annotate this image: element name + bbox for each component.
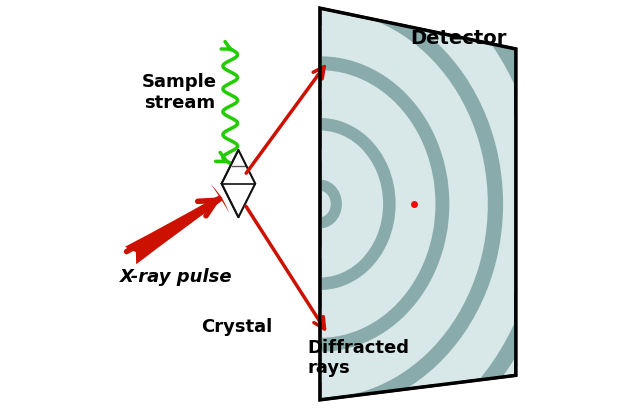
Text: Sample
stream: Sample stream (141, 73, 217, 112)
Text: X-ray pulse: X-ray pulse (120, 268, 233, 286)
Polygon shape (320, 8, 516, 400)
Text: Diffracted
rays: Diffracted rays (308, 339, 410, 377)
Text: Detector: Detector (410, 29, 506, 48)
Text: Crystal: Crystal (201, 318, 272, 336)
Polygon shape (221, 150, 255, 217)
